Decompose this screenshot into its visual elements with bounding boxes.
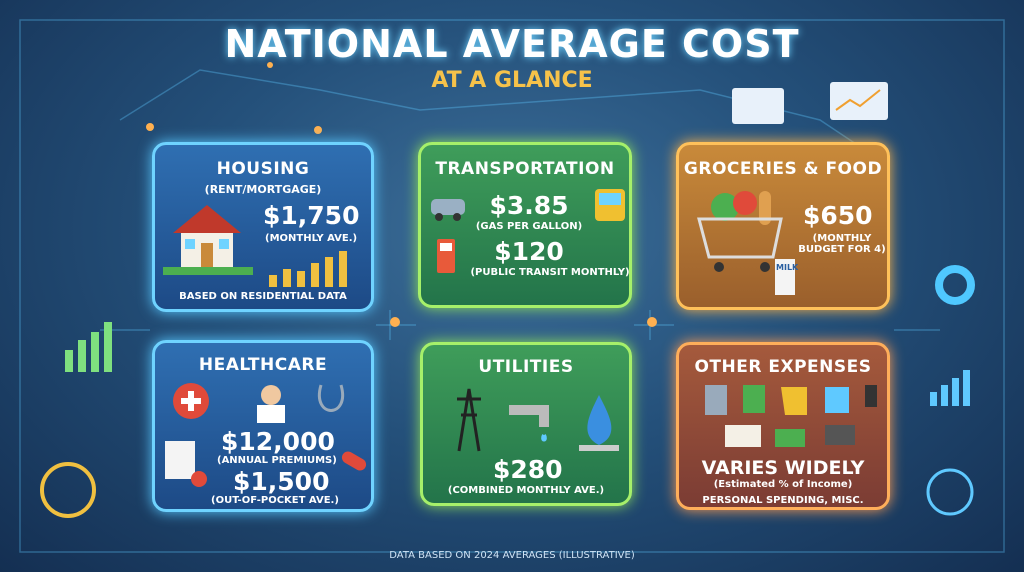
card-note: PERSONAL SPENDING, MISC. (702, 495, 864, 506)
card-title: HEALTHCARE (198, 355, 328, 375)
health-icons (165, 383, 367, 487)
milk-label: MILK (776, 263, 799, 272)
value: $120 (494, 237, 564, 266)
card-title: UTILITIES (478, 357, 574, 377)
card-note: BASED ON RESIDENTIAL DATA (179, 291, 347, 302)
value: $3.85 (489, 191, 569, 220)
value-label: (Estimated % of Income) (713, 479, 853, 490)
cart-icon (697, 191, 795, 295)
value: $1,500 (233, 467, 330, 496)
value-label: (MONTHLY AVE.) (265, 233, 358, 244)
value-label: (MONTHLY BUDGET FOR 4) (798, 233, 886, 255)
card-subtitle: (RENT/MORTGAGE) (204, 183, 322, 196)
title: NATIONAL AVERAGE COST (224, 22, 800, 66)
house-icon (163, 205, 253, 275)
utility-icons (457, 388, 619, 452)
transport-icons (431, 199, 465, 273)
housing-card: HOUSING (RENT/MORTGAGE) $1,750 (MONTHLY … (152, 142, 374, 312)
transportation-card: TRANSPORTATION $3.85 (GAS PER GALLON) $1… (418, 142, 632, 308)
groceries-card: GROCERIES & FOOD MILK $650 (MONTHLY BUDG… (676, 142, 890, 310)
value-label: (COMBINED MONTHLY AVE.) (447, 485, 605, 496)
value-label: (ANNUAL PREMIUMS) (217, 455, 337, 466)
value: $12,000 (221, 427, 335, 456)
value-label: (PUBLIC TRANSIT MONTHLY) (470, 267, 630, 278)
expense-icons (705, 385, 877, 447)
value-label: (GAS PER GALLON) (475, 221, 583, 232)
footer: DATA BASED ON 2024 AVERAGES (ILLUSTRATIV… (389, 550, 635, 561)
other-card: OTHER EXPENSES VARIES WIDELY (Estimated … (676, 342, 890, 510)
value-label: (OUT-OF-POCKET AVE.) (211, 495, 339, 506)
bus-icon (595, 189, 625, 221)
card-title: HOUSING (216, 159, 310, 179)
value: VARIES WIDELY (701, 457, 865, 479)
card-title: GROCERIES & FOOD (683, 159, 883, 179)
utilities-card: UTILITIES $280 (COMBINED MONTHLY AVE.) (420, 342, 632, 506)
card-title: OTHER EXPENSES (694, 357, 872, 377)
value: $280 (493, 455, 563, 484)
card-title: TRANSPORTATION (435, 159, 615, 179)
subtitle: AT A GLANCE (431, 68, 593, 93)
value: $650 (803, 201, 873, 230)
healthcare-card: HEALTHCARE $12,000 (ANNUAL PREMIUMS) $1,… (152, 340, 374, 512)
bar-icon (269, 251, 347, 287)
value: $1,750 (263, 201, 360, 230)
